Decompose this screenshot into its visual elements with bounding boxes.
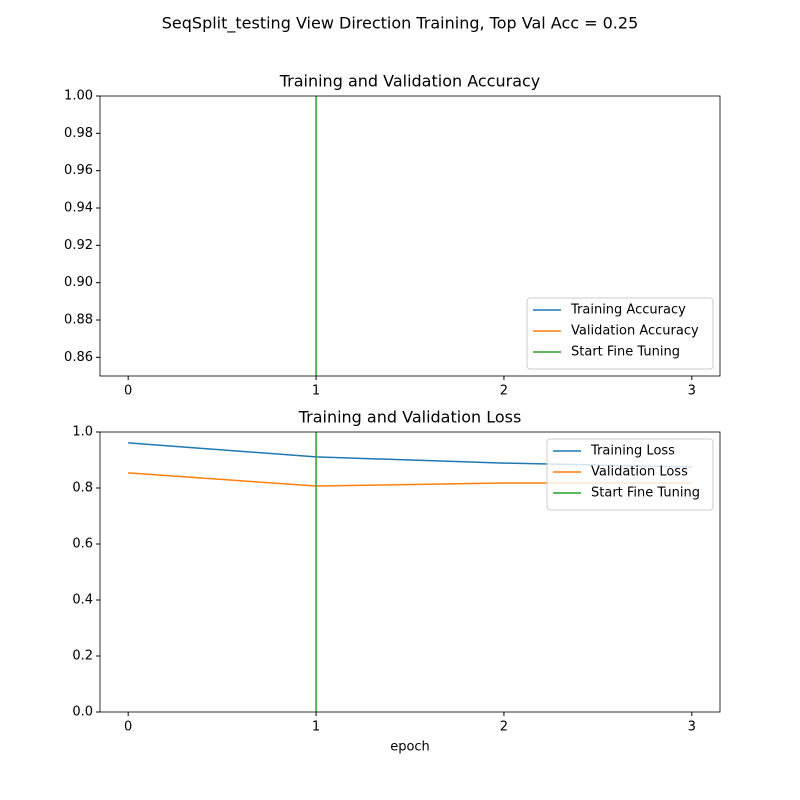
x-tick-label: 3 — [688, 384, 696, 399]
legend-box — [546, 438, 714, 511]
y-tick-label: 0.92 — [64, 238, 93, 253]
y-tick-label: 0.96 — [64, 163, 93, 178]
legend-label: Training Accuracy — [570, 303, 686, 318]
figure-title: SeqSplit_testing View Direction Training… — [162, 14, 639, 34]
y-tick-label: 0.4 — [72, 593, 93, 608]
axes-frame — [99, 431, 721, 713]
x-axis-label: epoch — [390, 740, 430, 755]
y-tick-label: 0.86 — [64, 350, 93, 365]
y-tick-label: 1.00 — [64, 89, 93, 104]
legend-label: Validation Loss — [591, 465, 688, 480]
y-tick-label: 0.0 — [72, 705, 93, 720]
x-tick-label: 1 — [312, 384, 320, 399]
axes-title: Training and Validation Accuracy — [279, 72, 541, 91]
y-tick-label: 0.88 — [64, 313, 93, 328]
legend-label: Validation Accuracy — [571, 324, 699, 339]
axes-frame — [99, 95, 721, 377]
y-tick-label: 0.90 — [64, 275, 93, 290]
y-tick-label: 0.6 — [72, 537, 93, 552]
x-tick-label: 0 — [124, 720, 132, 735]
x-tick-label: 2 — [500, 720, 508, 735]
axes-title: Training and Validation Loss — [298, 408, 522, 427]
y-tick-label: 0.2 — [72, 649, 93, 664]
legend-label: Training Loss — [590, 444, 675, 459]
y-tick-label: 0.94 — [64, 201, 93, 216]
y-tick-label: 1.0 — [72, 425, 93, 440]
x-tick-label: 0 — [124, 384, 132, 399]
x-tick-label: 1 — [312, 720, 320, 735]
y-tick-label: 0.8 — [72, 481, 93, 496]
x-tick-label: 3 — [688, 720, 696, 735]
legend-box — [526, 297, 714, 370]
x-tick-label: 2 — [500, 384, 508, 399]
legend-label: Start Fine Tuning — [571, 345, 680, 360]
y-tick-label: 0.98 — [64, 126, 93, 141]
legend-label: Start Fine Tuning — [591, 486, 700, 501]
